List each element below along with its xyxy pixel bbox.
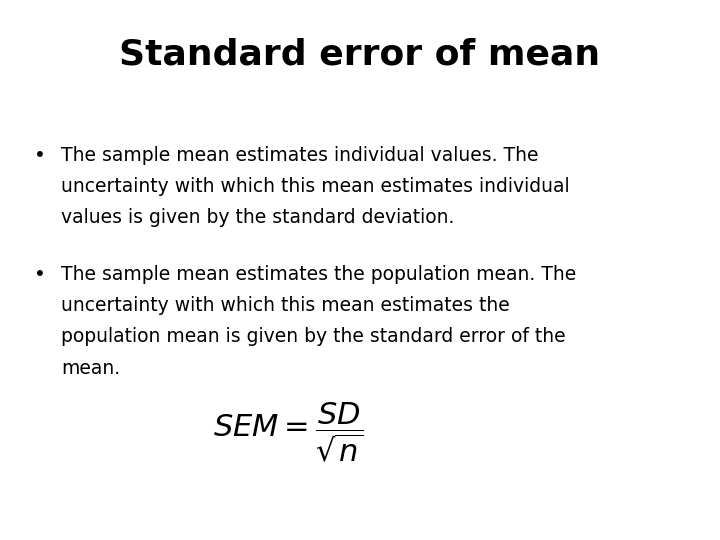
Text: The sample mean estimates individual values. The: The sample mean estimates individual val… <box>61 146 539 165</box>
Text: The sample mean estimates the population mean. The: The sample mean estimates the population… <box>61 265 577 284</box>
Text: mean.: mean. <box>61 359 120 377</box>
Text: •: • <box>34 265 45 284</box>
Text: values is given by the standard deviation.: values is given by the standard deviatio… <box>61 208 454 227</box>
Text: population mean is given by the standard error of the: population mean is given by the standard… <box>61 327 566 346</box>
Text: Standard error of mean: Standard error of mean <box>120 38 600 72</box>
Text: $\mathit{SEM} = \dfrac{SD}{\sqrt{n}}$: $\mathit{SEM} = \dfrac{SD}{\sqrt{n}}$ <box>212 400 364 464</box>
Text: uncertainty with which this mean estimates individual: uncertainty with which this mean estimat… <box>61 177 570 196</box>
Text: uncertainty with which this mean estimates the: uncertainty with which this mean estimat… <box>61 296 510 315</box>
Text: •: • <box>34 146 45 165</box>
